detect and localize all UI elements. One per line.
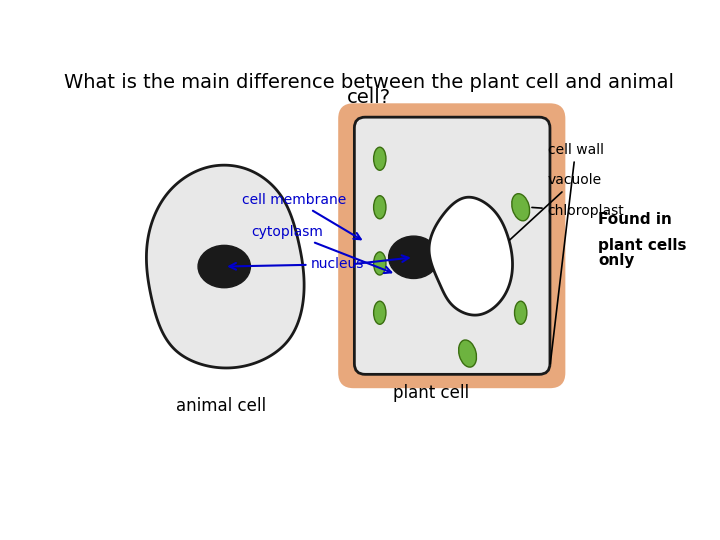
FancyBboxPatch shape <box>354 117 550 374</box>
Text: nucleus: nucleus <box>230 257 364 271</box>
Text: only: only <box>598 253 635 268</box>
PathPatch shape <box>146 165 304 368</box>
Ellipse shape <box>374 147 386 170</box>
Text: cell membrane: cell membrane <box>242 193 361 239</box>
Text: What is the main difference between the plant cell and animal: What is the main difference between the … <box>64 72 674 91</box>
Text: Found in: Found in <box>598 212 672 226</box>
Text: plant cells: plant cells <box>598 238 687 253</box>
Ellipse shape <box>374 252 386 275</box>
Text: cytoplasm: cytoplasm <box>251 225 391 273</box>
Text: cell wall: cell wall <box>548 143 603 364</box>
Text: plant cell: plant cell <box>392 383 469 402</box>
Ellipse shape <box>374 195 386 219</box>
Text: cell?: cell? <box>347 88 391 107</box>
Ellipse shape <box>515 301 527 325</box>
Text: animal cell: animal cell <box>176 397 266 415</box>
Ellipse shape <box>512 194 530 221</box>
Ellipse shape <box>459 340 477 367</box>
Text: chloroplast: chloroplast <box>532 204 624 218</box>
Ellipse shape <box>198 245 251 288</box>
Text: vacuole: vacuole <box>510 173 602 240</box>
FancyBboxPatch shape <box>338 103 565 388</box>
PathPatch shape <box>429 197 513 315</box>
Ellipse shape <box>374 301 386 325</box>
Ellipse shape <box>389 236 438 279</box>
